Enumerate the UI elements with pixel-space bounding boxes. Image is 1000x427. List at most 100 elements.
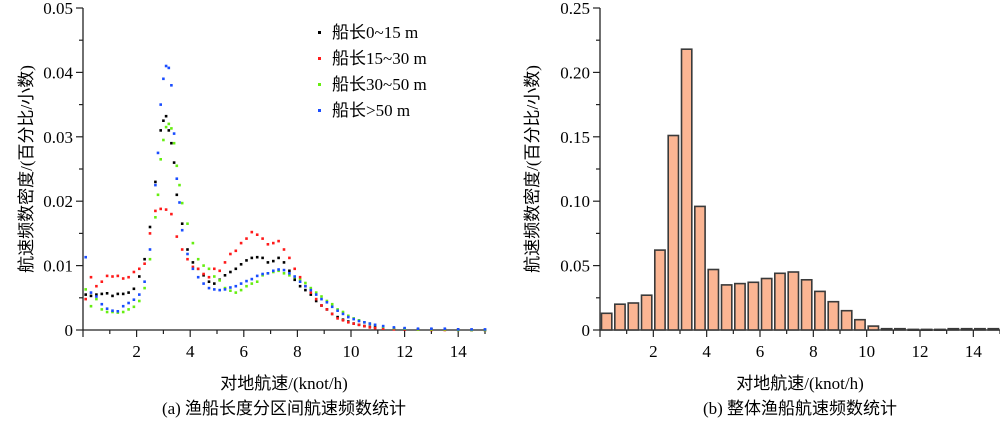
data-point	[234, 267, 238, 271]
y-axis-label: 航速频数密度/(百分比/小数)	[17, 65, 36, 273]
data-point	[95, 297, 98, 301]
x-tick-label: 14	[965, 342, 983, 361]
x-axis-label: 对地航速/(knot/h)	[220, 374, 348, 393]
legend-marker	[318, 83, 321, 86]
data-point	[325, 301, 329, 304]
data-point	[309, 286, 313, 290]
bar	[707, 268, 720, 331]
data-point	[162, 77, 165, 81]
bar	[840, 309, 853, 331]
data-point	[368, 326, 372, 329]
data-point	[239, 288, 243, 292]
data-point	[159, 103, 162, 106]
bar	[733, 282, 746, 331]
panel-b: 2 4 6 8 10 12 14 0 0.05 0.10 0.15 0.20 0.25 航速频数密度/(…	[523, 0, 1000, 418]
data-point	[368, 322, 372, 325]
data-point	[143, 286, 146, 290]
data-point	[261, 272, 264, 276]
data-point	[293, 275, 296, 278]
data-point	[255, 255, 259, 259]
data-point	[186, 252, 189, 256]
bar	[747, 281, 760, 331]
series-0	[84, 114, 487, 332]
data-point	[127, 275, 130, 279]
data-point	[159, 158, 162, 161]
data-point	[223, 274, 227, 277]
y-tick-label: 0.25	[560, 0, 590, 18]
data-point	[196, 257, 200, 261]
data-point	[191, 265, 195, 269]
x-tick-label: 12	[912, 342, 929, 361]
data-point	[186, 257, 189, 261]
data-point	[175, 193, 179, 197]
data-point	[164, 64, 168, 68]
data-point	[357, 323, 361, 327]
bar	[933, 328, 946, 331]
data-point	[138, 293, 141, 296]
data-point	[121, 292, 125, 296]
data-point	[191, 267, 195, 271]
caption: (a) 渔船长度分区间航速频数统计	[162, 399, 406, 418]
data-point	[178, 201, 181, 204]
data-point	[234, 284, 238, 288]
bar	[893, 327, 906, 331]
bar	[640, 294, 653, 331]
data-point	[223, 261, 227, 264]
data-point	[100, 292, 104, 296]
data-point	[234, 249, 238, 253]
data-point	[154, 183, 157, 187]
data-point	[298, 280, 302, 283]
data-point	[277, 239, 280, 243]
data-point	[229, 270, 232, 274]
data-point	[143, 280, 146, 283]
data-point	[266, 261, 270, 264]
bar	[973, 327, 986, 331]
data-point	[373, 323, 377, 327]
bar	[960, 327, 973, 331]
data-point	[341, 319, 345, 322]
y-tick-label: 0.15	[560, 128, 590, 147]
data-point	[127, 301, 130, 305]
bar	[880, 327, 893, 331]
data-point	[320, 295, 323, 298]
data-point	[223, 288, 227, 291]
data-point	[330, 302, 334, 306]
data-point	[341, 310, 345, 314]
data-point	[207, 275, 211, 279]
data-point	[250, 282, 254, 285]
data-point	[218, 279, 221, 282]
data-point	[309, 293, 313, 296]
data-point	[352, 317, 355, 321]
data-point	[84, 288, 87, 291]
legend-label: 船长>50 m	[332, 101, 410, 120]
x-tick-label: 10	[343, 342, 360, 361]
data-point	[304, 284, 307, 288]
data-point	[132, 298, 136, 301]
bar	[667, 134, 680, 331]
data-point	[89, 291, 93, 294]
data-point	[143, 262, 146, 265]
data-point	[314, 299, 318, 303]
data-point	[245, 284, 248, 288]
data-point	[148, 257, 152, 261]
legend: 船长0~15 m 船长15~30 m 船长30~50 m 船长>50 m	[318, 23, 427, 120]
data-point	[170, 212, 173, 216]
data-point	[213, 275, 216, 278]
data-point	[470, 328, 473, 331]
bar	[720, 284, 733, 331]
data-point	[121, 310, 125, 314]
data-point	[336, 317, 339, 320]
data-point	[167, 129, 171, 132]
data-point	[162, 119, 165, 122]
data-point	[255, 233, 259, 236]
data-point	[202, 272, 205, 276]
data-point	[213, 288, 216, 291]
bar	[987, 327, 1000, 331]
bar	[853, 318, 866, 331]
data-point	[202, 282, 205, 285]
data-point	[347, 315, 350, 319]
data-point	[416, 327, 420, 330]
data-point	[218, 269, 221, 273]
data-point	[298, 278, 302, 282]
x-axis-label: 对地航速/(knot/h)	[736, 374, 864, 393]
